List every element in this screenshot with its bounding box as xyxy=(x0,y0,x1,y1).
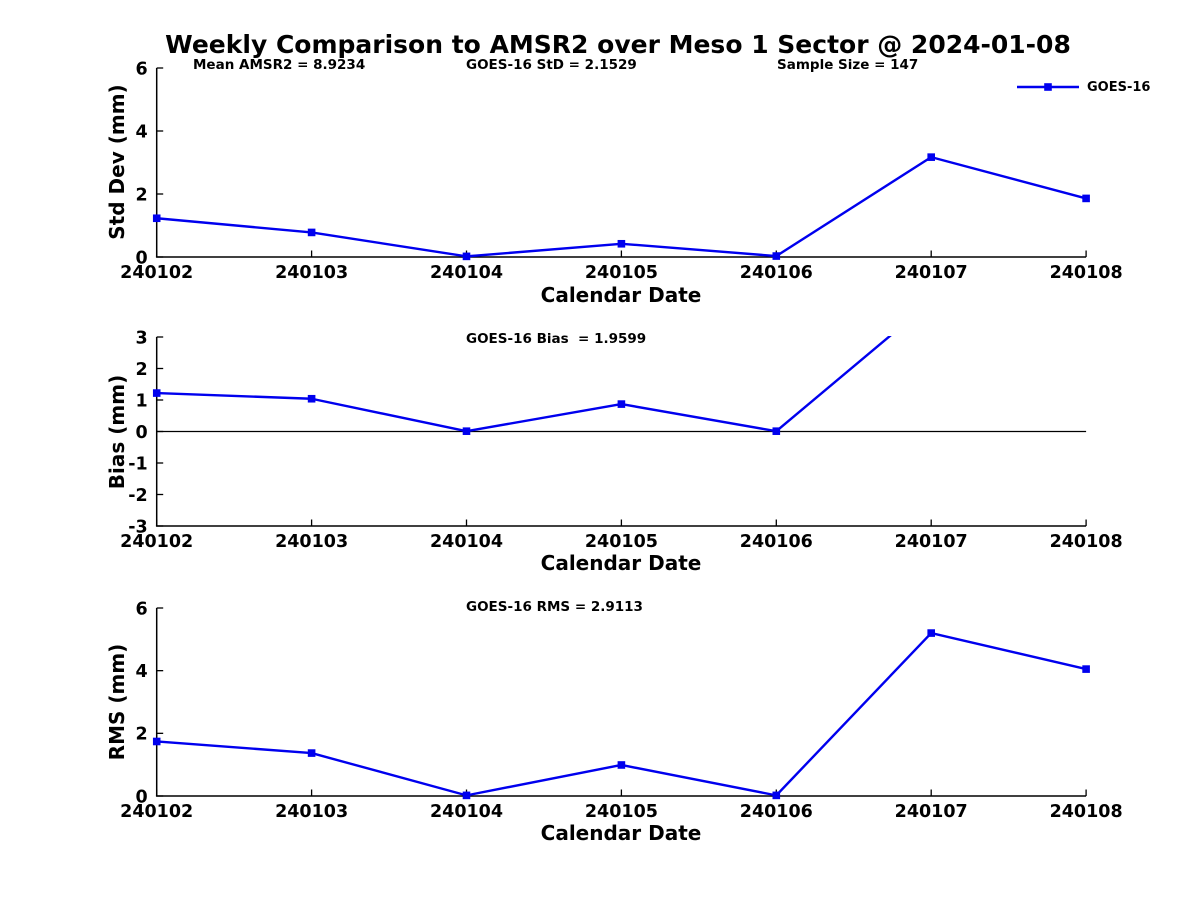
series-goes16 xyxy=(152,629,1090,800)
svg-text:240103: 240103 xyxy=(275,263,348,283)
svg-text:2: 2 xyxy=(136,725,148,745)
subplot-1: -3 -2 -1 0 1 2 3 240102 240103 240104 240105 240106… xyxy=(120,298,1123,552)
data-point-marker xyxy=(307,394,316,403)
data-point-marker xyxy=(462,791,471,800)
svg-text:240107: 240107 xyxy=(895,802,968,822)
data-point-marker xyxy=(772,791,781,800)
data-point-marker xyxy=(1082,665,1090,673)
svg-text:240102: 240102 xyxy=(120,802,193,822)
svg-text:0: 0 xyxy=(136,787,148,807)
stat-annotation: GOES-16 RMS = 2.9113 xyxy=(466,599,643,615)
x-axis-label-rms: Calendar Date xyxy=(540,821,702,845)
svg-text:-2: -2 xyxy=(128,486,147,506)
svg-text:240102: 240102 xyxy=(120,532,193,552)
stat-annotation: GOES-16 StD = 2.1529 xyxy=(466,57,637,73)
data-point-marker xyxy=(152,389,161,397)
svg-text:240103: 240103 xyxy=(275,802,348,822)
svg-text:240106: 240106 xyxy=(740,802,813,822)
svg-text:0: 0 xyxy=(136,248,148,268)
chart-title: Weekly Comparison to AMSR2 over Meso 1 S… xyxy=(165,30,1071,59)
svg-text:240108: 240108 xyxy=(1050,263,1123,283)
svg-text:240104: 240104 xyxy=(430,532,503,552)
svg-text:240105: 240105 xyxy=(585,532,658,552)
legend-label: GOES-16 xyxy=(1087,80,1151,95)
svg-text:240107: 240107 xyxy=(895,263,968,283)
svg-text:6: 6 xyxy=(136,599,148,619)
subplot-2: 0 2 4 6 240102 240103 240104 240105 240106 240107… xyxy=(120,599,1122,822)
svg-text:240105: 240105 xyxy=(585,802,658,822)
x-tick-labels: 240102 240103 240104 240105 240106 240107 2401… xyxy=(120,250,1123,283)
data-point-marker xyxy=(927,153,935,161)
series-goes16 xyxy=(152,153,1090,261)
x-axis-label-bias: Calendar Date xyxy=(540,551,702,575)
goes16-line xyxy=(156,631,1087,797)
data-point-marker xyxy=(1082,314,1090,322)
svg-text:240104: 240104 xyxy=(430,802,503,822)
series-goes16 xyxy=(152,298,1090,435)
svg-text:0: 0 xyxy=(136,423,148,443)
x-tick-labels: 240102 240103 240104 240105 240106 240107 2401… xyxy=(120,519,1123,552)
data-point-marker xyxy=(772,427,781,435)
data-point-marker xyxy=(927,298,935,306)
svg-text:240108: 240108 xyxy=(1050,532,1123,552)
y-tick-labels: -3 -2 -1 0 1 2 3 xyxy=(128,328,164,537)
svg-text:240108: 240108 xyxy=(1050,802,1123,822)
data-point-marker xyxy=(617,400,626,408)
data-point-marker xyxy=(772,252,781,260)
y-tick-labels: 0 2 4 6 xyxy=(136,59,164,268)
data-point-marker xyxy=(927,629,935,637)
svg-text:-3: -3 xyxy=(128,517,147,537)
svg-text:4: 4 xyxy=(136,122,148,142)
svg-text:240102: 240102 xyxy=(120,263,193,283)
svg-text:240107: 240107 xyxy=(895,532,968,552)
data-point-marker xyxy=(617,761,626,769)
legend-line-marker-icon xyxy=(1017,83,1079,91)
data-point-marker xyxy=(152,214,161,223)
svg-text:2: 2 xyxy=(136,185,148,205)
y-tick-labels: 0 2 4 6 xyxy=(136,599,164,807)
stat-annotation: Sample Size = 147 xyxy=(777,57,919,73)
svg-text:240103: 240103 xyxy=(275,532,348,552)
data-point-marker xyxy=(307,749,316,757)
svg-text:240106: 240106 xyxy=(740,532,813,552)
svg-text:-1: -1 xyxy=(128,454,147,474)
data-point-marker xyxy=(617,239,626,248)
stat-annotation: Mean AMSR2 = 8.9234 xyxy=(193,57,366,73)
goes16-line xyxy=(156,336,892,433)
stat-annotation: GOES-16 Bias = 1.9599 xyxy=(466,331,647,347)
data-point-marker xyxy=(307,228,316,237)
svg-text:4: 4 xyxy=(136,662,148,682)
svg-text:2: 2 xyxy=(136,360,148,380)
data-point-marker xyxy=(462,427,471,435)
data-point-marker xyxy=(1082,194,1090,203)
x-axis-label-stddev: Calendar Date xyxy=(540,283,702,307)
svg-text:6: 6 xyxy=(136,59,148,79)
svg-text:240104: 240104 xyxy=(430,263,503,283)
x-tick-labels: 240102 240103 240104 240105 240106 240107 2401… xyxy=(120,789,1123,822)
svg-text:240105: 240105 xyxy=(585,263,658,283)
svg-text:3: 3 xyxy=(136,328,148,348)
svg-text:240106: 240106 xyxy=(740,263,813,283)
subplot-0: 0 2 4 6 240102 240103 240104 240105 240106 240107… xyxy=(120,59,1122,283)
data-point-marker xyxy=(152,737,161,746)
svg-text:1: 1 xyxy=(136,391,148,411)
data-point-marker xyxy=(462,252,471,261)
